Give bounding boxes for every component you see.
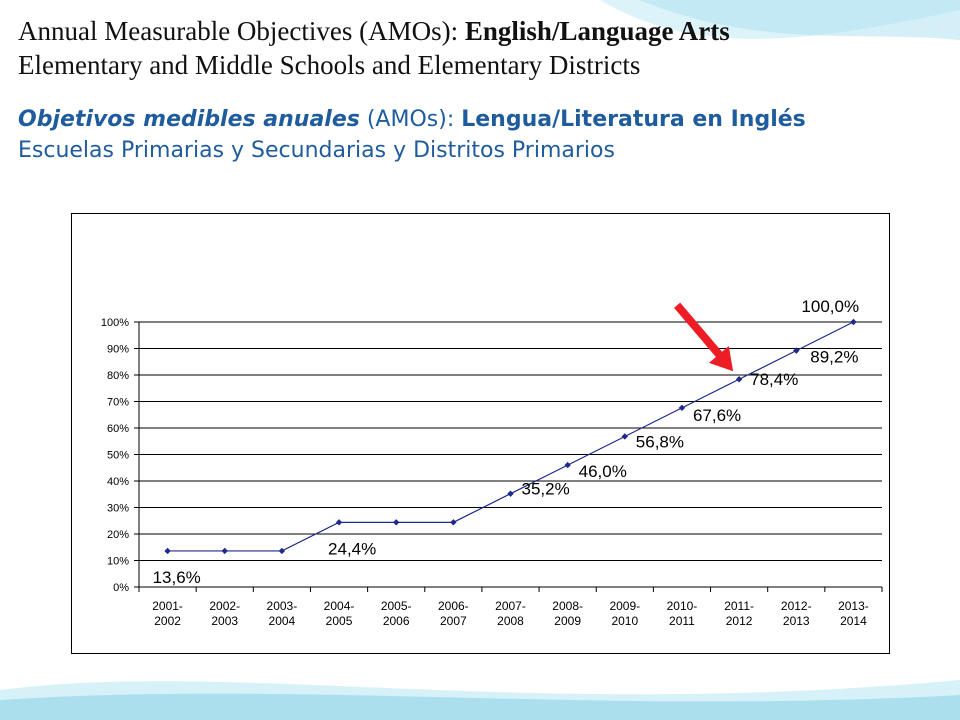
title-spanish-subject: Lengua/Literatura en Inglés <box>461 107 806 132</box>
y-tick-label: 20% <box>107 529 129 541</box>
data-point <box>850 318 857 326</box>
x-tick-label: 2008-2009 <box>552 599 583 628</box>
data-point <box>621 433 629 440</box>
x-tick-label: 2002-2003 <box>209 599 240 628</box>
x-tick-label: 2011-2012 <box>724 599 754 628</box>
data-label: 100,0% <box>801 297 859 316</box>
title-spanish-amos: (AMOs): <box>359 107 462 132</box>
x-tick-label: 2003-2004 <box>267 599 298 628</box>
data-label: 56,8% <box>636 432 684 451</box>
series-line <box>167 321 854 552</box>
x-tick-label: 2001-2002 <box>152 599 183 628</box>
data-point <box>335 519 343 526</box>
title-spanish-line1: Objetivos medibles anuales (AMOs): Lengu… <box>18 104 806 135</box>
data-point <box>793 347 800 354</box>
x-tick-label: 2004-2005 <box>324 599 355 628</box>
data-label: 35,2% <box>522 480 570 499</box>
x-tick-label: 2012-2013 <box>781 599 812 628</box>
arrow-shaft <box>674 302 727 362</box>
title-english-subject: English/Language Arts <box>464 16 730 46</box>
title-english-prefix: Annual Measurable Objectives (AMOs): <box>18 16 465 46</box>
title-spanish-line2: Escuelas Primarias y Secundarias y Distr… <box>18 138 615 163</box>
amo-line-chart: 0% 10% 20% 30% 40% 50% 60% 70% 80% 90% 100% 2001-20… <box>101 297 883 628</box>
data-label: 67,6% <box>693 406 741 425</box>
y-tick-label: 40% <box>107 476 129 488</box>
y-tick-label: 80% <box>107 370 129 382</box>
title-spanish-prefix: Objetivos medibles anuales <box>18 107 360 132</box>
title-english-line1: Annual Measurable Objectives (AMOs): Eng… <box>18 14 806 48</box>
y-tick-label: 10% <box>107 556 129 568</box>
data-point <box>221 547 228 555</box>
x-tick-label: 2013-2014 <box>838 599 869 628</box>
y-tick-label: 50% <box>107 450 129 462</box>
y-tick-label: 30% <box>107 503 129 515</box>
data-label: 46,0% <box>579 462 627 481</box>
data-point <box>507 490 514 497</box>
data-label: 24,4% <box>328 539 376 558</box>
data-point <box>678 404 686 412</box>
data-point <box>735 376 743 383</box>
x-tick-label: 2007-2008 <box>495 599 526 628</box>
title-english-line2: Elementary and Middle Schools and Elemen… <box>18 50 641 80</box>
data-point <box>164 547 171 555</box>
arrow-head <box>708 346 734 372</box>
y-tick-label: 70% <box>107 397 129 409</box>
y-tick-label: 100% <box>101 317 129 329</box>
slide-titles: Annual Measurable Objectives (AMOs): Eng… <box>18 14 806 166</box>
data-label: 89,2% <box>810 348 858 367</box>
y-tick-label: 60% <box>107 423 129 435</box>
y-tick-label: 90% <box>107 344 129 356</box>
x-tick-label: 2009-2010 <box>609 599 640 628</box>
data-point <box>564 461 571 469</box>
data-point <box>450 519 457 526</box>
y-tick-label: 0% <box>113 582 129 594</box>
chart-frame: 0% 10% 20% 30% 40% 50% 60% 70% 80% 90% 100% 2001-20… <box>71 213 890 654</box>
x-tick-label: 2010-2011 <box>667 599 698 628</box>
data-point <box>392 519 400 526</box>
data-point <box>278 547 286 555</box>
x-tick-label: 2005-2006 <box>381 599 412 628</box>
x-tick-label: 2006-2007 <box>438 599 469 628</box>
data-label: 13,6% <box>153 568 201 587</box>
data-label: 78,4% <box>750 370 798 389</box>
